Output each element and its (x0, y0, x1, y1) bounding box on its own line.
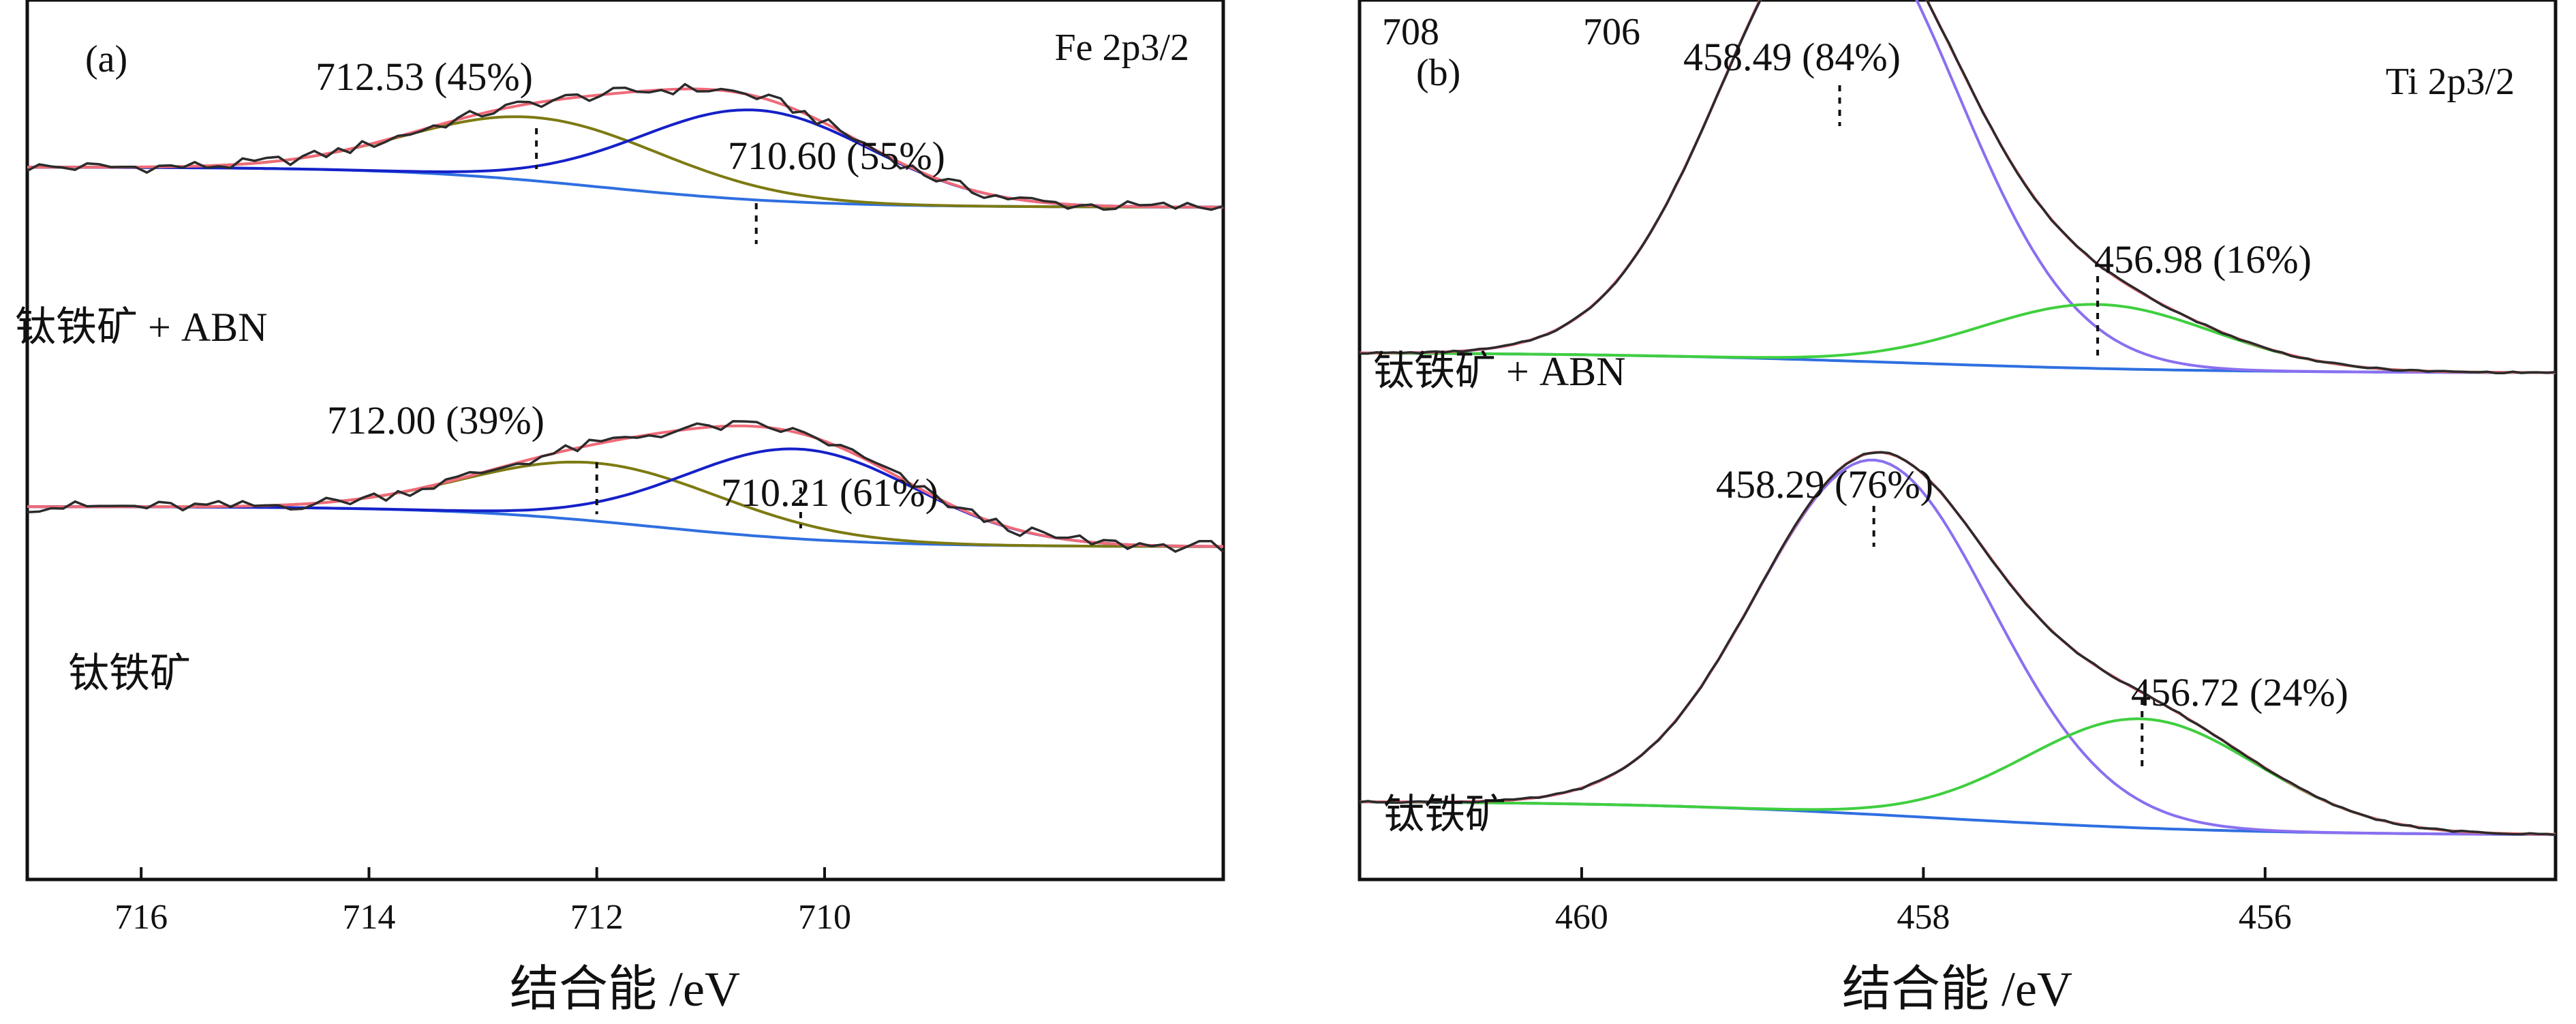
panel-b-xlabel: 结合能 /eV (1842, 962, 2072, 1017)
panel-a-x-tick-label: 710 (798, 898, 851, 937)
raw-spectrum (1359, 451, 2556, 837)
panel-a-peak-label: 710.21 (61%) (721, 470, 938, 515)
panel-b-title: Ti 2p3/2 (2386, 61, 2515, 103)
panel-b-frame (1358, 0, 2558, 882)
panel-a-peak-label: 712.53 (45%) (316, 55, 533, 99)
panel-a-label: (a) (85, 38, 127, 80)
panel-a-title: Fe 2p3/2 (1054, 27, 1189, 69)
panel-a-frame (25, 0, 1225, 882)
panel-b-peak-label: 458.49 (84%) (1683, 35, 1901, 79)
panel-a-peak-label: 712.00 (39%) (327, 398, 545, 442)
panel-a-fe-2p3-2: (a) Fe 2p3/2 结合能 /eV 716 714 712 710 钛铁矿 + … (15, 0, 1225, 1017)
panel-b-peak-markers (1838, 85, 2144, 770)
panel-b-spectrum-2 (1359, 451, 2556, 837)
panel-a-x-ticks: 716 714 712 710 (114, 867, 851, 937)
panel-b-x-tick-label: 458 (1897, 898, 1950, 937)
panel-b-lower-sample-label: 钛铁矿 (1383, 792, 1506, 837)
panel-a-upper-sample-label: 钛铁矿 + ABN (15, 305, 268, 350)
panel-b-spectrum-1 (1360, 0, 2556, 375)
panel-a-peak-markers (535, 128, 802, 528)
panel-b-peak-label: 456.98 (16%) (2094, 237, 2312, 282)
panel-b-x-tick-label: 460 (1555, 898, 1608, 937)
panel-b-peak-label: 458.29 (76%) (1716, 462, 1933, 507)
panel-a-peak-label: 710.60 (55%) (728, 134, 945, 178)
panel-b-x-ticks: 460 458 456 (1555, 867, 2292, 937)
panel-b-top-tick: 706 (1583, 11, 1640, 53)
panel-b-top-tick: 708 (1382, 11, 1439, 53)
panel-b-curves (1359, 0, 2556, 837)
panel-b-peak-label: 456.72 (24%) (2131, 670, 2348, 714)
raw-spectrum (1360, 0, 2556, 375)
panel-b-x-tick-label: 456 (2239, 898, 2292, 937)
fit-envelope (27, 87, 1223, 209)
panel-a-spectrum-2 (27, 420, 1225, 553)
panel-a-x-tick-label: 714 (342, 898, 395, 937)
panel-a-xlabel: 结合能 /eV (510, 962, 740, 1017)
panel-b-label: (b) (1416, 52, 1460, 94)
panel-a-x-tick-label: 712 (570, 898, 624, 937)
panel-a-spectrum-1 (27, 82, 1224, 211)
raw-spectrum (27, 82, 1224, 211)
panel-a-curves (27, 82, 1225, 553)
raw-spectrum (27, 420, 1225, 553)
panel-a-x-tick-label: 716 (114, 898, 168, 937)
fit-envelope (27, 424, 1224, 548)
panel-a-lower-sample-label: 钛铁矿 (68, 651, 191, 696)
panel-b-upper-sample-label: 钛铁矿 + ABN (1373, 349, 1626, 394)
panel-b-ti-2p3-2: (b) Ti 2p3/2 结合能 /eV 460 458 456 708 706 钛… (1358, 0, 2558, 1017)
